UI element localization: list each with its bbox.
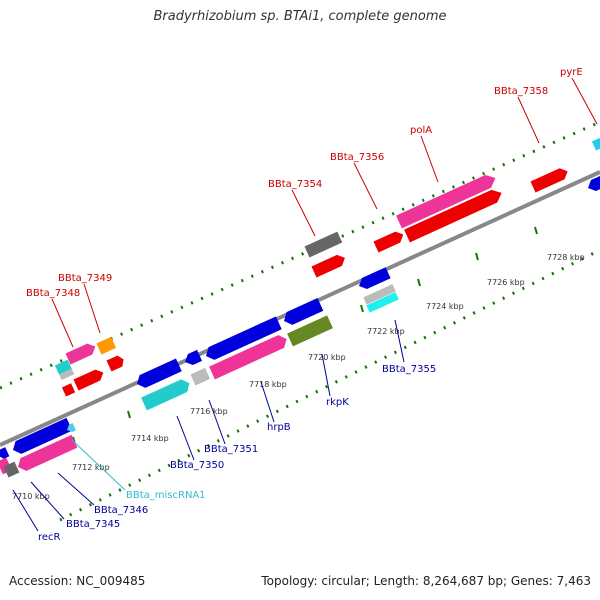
gene-feature[interactable]: [311, 252, 348, 278]
gene-feature[interactable]: [106, 354, 127, 372]
gene-feature[interactable]: [373, 229, 406, 253]
gene-feature[interactable]: [209, 333, 289, 380]
gene-label[interactable]: BBta_7356: [330, 152, 384, 163]
gene-label[interactable]: BBta_7348: [26, 288, 80, 299]
gene-feature[interactable]: [586, 175, 600, 194]
tick-label: 7710 kbp: [12, 492, 50, 501]
gene-feature[interactable]: [190, 367, 211, 386]
reverse-leaders: [12, 319, 405, 532]
tick-label: 7714 kbp: [131, 434, 169, 443]
tick-label: 7712 kbp: [72, 463, 110, 472]
gene-label[interactable]: hrpB: [267, 422, 291, 433]
gene-label[interactable]: rkpK: [326, 397, 349, 408]
gene-label[interactable]: recR: [38, 532, 61, 543]
gene-label[interactable]: BBta_miscRNA1: [126, 490, 206, 501]
gene-feature[interactable]: [366, 292, 399, 313]
gene-feature[interactable]: [591, 136, 600, 151]
forward-strand: [0, 136, 600, 475]
tick-label: 7728 kbp: [547, 253, 585, 262]
map-title: Bradyrhizobium sp. BTAi1, complete genom…: [153, 9, 447, 24]
gene-feature[interactable]: [15, 434, 78, 473]
gene-feature[interactable]: [54, 359, 72, 375]
gene-feature[interactable]: [65, 423, 76, 434]
gene-label[interactable]: polA: [410, 125, 432, 136]
inner-tick-ring: [59, 248, 600, 522]
rna-leader: [71, 439, 126, 491]
gene-feature[interactable]: [363, 284, 396, 305]
gene-label[interactable]: pyrE: [560, 67, 583, 78]
gene-feature[interactable]: [134, 358, 182, 391]
gene-label[interactable]: BBta_7350: [170, 460, 224, 471]
gene-feature[interactable]: [396, 172, 498, 229]
tick-label: 7722 kbp: [367, 327, 405, 336]
gene-feature[interactable]: [96, 336, 117, 355]
gene-feature[interactable]: [304, 231, 343, 258]
tick-label: 7726 kbp: [487, 278, 525, 287]
gene-feature[interactable]: [203, 316, 282, 362]
gene-feature[interactable]: [287, 315, 333, 347]
tick-label: 7724 kbp: [426, 302, 464, 311]
gene-feature[interactable]: [183, 349, 203, 368]
gene-feature[interactable]: [357, 267, 391, 291]
gene-label[interactable]: BBta_7346: [94, 505, 148, 516]
genome-summary-text: Topology: circular; Length: 8,264,687 bp…: [261, 574, 591, 588]
gene-feature[interactable]: [61, 383, 76, 397]
tick-label: 7718 kbp: [249, 380, 287, 389]
gene-feature[interactable]: [141, 377, 192, 411]
reverse-strand: [0, 175, 600, 478]
gene-feature[interactable]: [530, 166, 571, 193]
tick-label: 7716 kbp: [190, 407, 228, 416]
gene-label[interactable]: BBta_7354: [268, 179, 322, 190]
gene-label[interactable]: BBta_7358: [494, 86, 548, 97]
gene-feature[interactable]: [65, 341, 98, 365]
gene-feature[interactable]: [73, 367, 106, 391]
gene-label[interactable]: BBta_7351: [204, 444, 258, 455]
gene-feature[interactable]: [3, 461, 20, 478]
gene-feature[interactable]: [10, 417, 73, 456]
gene-feature[interactable]: [404, 187, 504, 243]
accession-text: Accession: NC_009485: [9, 574, 146, 588]
gene-label[interactable]: BBta_7349: [58, 273, 112, 284]
gene-label[interactable]: BBta_7345: [66, 519, 120, 530]
tick-label: 7720 kbp: [308, 353, 346, 362]
gene-label[interactable]: BBta_7355: [382, 364, 436, 375]
gene-feature[interactable]: [281, 298, 324, 327]
gene-feature[interactable]: [0, 447, 10, 460]
forward-leaders: [51, 77, 598, 348]
